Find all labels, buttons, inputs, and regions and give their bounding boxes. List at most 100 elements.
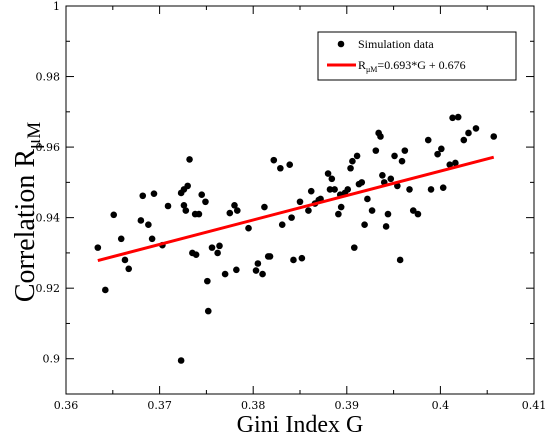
data-point	[259, 270, 266, 278]
data-point	[472, 125, 480, 132]
data-point	[139, 192, 147, 200]
data-point	[261, 203, 268, 211]
x-tick-label: 0.4	[432, 399, 450, 412]
data-point	[266, 253, 274, 260]
data-point	[406, 186, 413, 193]
data-point	[180, 201, 188, 209]
data-point	[216, 242, 223, 250]
data-point	[233, 207, 241, 214]
data-point	[350, 244, 358, 251]
legend-label-fit-subscript: μM	[366, 65, 377, 74]
legend-marker-simulation	[337, 40, 345, 48]
y-tick-label: 0.98	[36, 71, 61, 84]
data-point	[387, 175, 395, 183]
data-point	[414, 210, 422, 218]
data-point	[424, 136, 432, 144]
x-tick-label: 0.38	[241, 399, 266, 412]
data-point	[186, 156, 193, 163]
data-point	[372, 147, 380, 154]
data-point	[198, 191, 206, 199]
data-point	[204, 307, 212, 315]
data-point	[460, 136, 468, 144]
data-point	[110, 211, 118, 219]
data-point	[252, 267, 260, 274]
data-point	[331, 186, 338, 193]
legend-label-fit: RμM=0.693*G + 0.676	[358, 58, 466, 74]
data-point	[221, 270, 229, 278]
data-point	[465, 129, 472, 137]
data-point	[361, 221, 368, 228]
data-point	[335, 210, 342, 218]
y-axis-title-subscript: μM	[24, 122, 45, 149]
y-tick-label: 0.96	[36, 141, 61, 154]
data-point	[214, 249, 221, 257]
data-point	[290, 256, 297, 264]
fit-line	[97, 155, 495, 262]
legend-label-fit-rest: =0.693*G + 0.676	[377, 58, 465, 72]
data-point	[245, 224, 252, 232]
data-point	[307, 187, 315, 195]
data-point	[278, 221, 286, 228]
data-point	[184, 182, 191, 190]
data-point	[164, 202, 172, 210]
data-point	[145, 221, 152, 228]
y-axis-title-main: Correlation R	[10, 149, 41, 303]
y-tick-label: 0.92	[36, 282, 61, 295]
data-point	[452, 159, 459, 167]
data-point	[254, 260, 262, 267]
data-point	[226, 209, 234, 217]
fit-line-group	[97, 155, 495, 262]
scatter-points	[94, 113, 498, 364]
data-point	[438, 145, 445, 153]
x-tick-label: 0.39	[335, 399, 360, 412]
y-tick-label: 1	[53, 0, 60, 13]
data-point	[94, 244, 102, 251]
data-point	[454, 113, 462, 121]
x-axis-ticks: 0.36 0.37 0.38 0.39 0.4 0.41	[54, 6, 545, 412]
data-point	[427, 186, 435, 193]
x-tick-label: 0.37	[147, 399, 172, 412]
data-point	[384, 210, 392, 218]
y-tick-label: 0.94	[36, 212, 61, 225]
data-point	[182, 207, 190, 214]
data-point	[125, 265, 133, 273]
data-point	[277, 164, 284, 172]
data-point	[150, 190, 158, 197]
data-point	[347, 164, 354, 172]
data-point	[391, 152, 398, 160]
data-point	[324, 170, 332, 177]
data-point	[377, 133, 384, 140]
data-point	[137, 217, 145, 224]
data-point	[398, 157, 406, 165]
data-point	[231, 201, 238, 209]
data-point	[208, 244, 216, 251]
legend-label-simulation: Simulation data	[358, 37, 434, 51]
x-tick-label: 0.36	[54, 399, 79, 412]
data-point	[364, 195, 371, 203]
legend-box	[317, 31, 517, 81]
x-axis-title: Gini Index G	[237, 412, 364, 436]
data-point	[288, 214, 295, 221]
y-axis-ticks: 0.9 0.92 0.94 0.96 0.98 1	[36, 0, 534, 366]
data-point	[328, 175, 336, 183]
data-point	[117, 235, 125, 243]
data-point	[286, 161, 294, 169]
data-point	[195, 210, 203, 218]
data-point	[382, 223, 390, 230]
data-point	[121, 256, 129, 264]
data-point	[337, 203, 345, 211]
data-point	[490, 133, 498, 140]
data-point	[177, 357, 185, 364]
legend-label-fit-main: R	[358, 58, 366, 72]
data-point	[396, 256, 404, 264]
data-point	[358, 179, 366, 186]
y-axis-title: Correlation RμM	[10, 122, 45, 302]
data-point	[449, 114, 456, 122]
data-point	[349, 157, 356, 165]
x-tick-label: 0.41	[522, 399, 545, 412]
data-point	[102, 286, 109, 294]
data-point	[298, 254, 306, 262]
data-point	[446, 161, 454, 169]
y-tick-label: 0.9	[43, 353, 61, 366]
data-point	[401, 147, 409, 154]
